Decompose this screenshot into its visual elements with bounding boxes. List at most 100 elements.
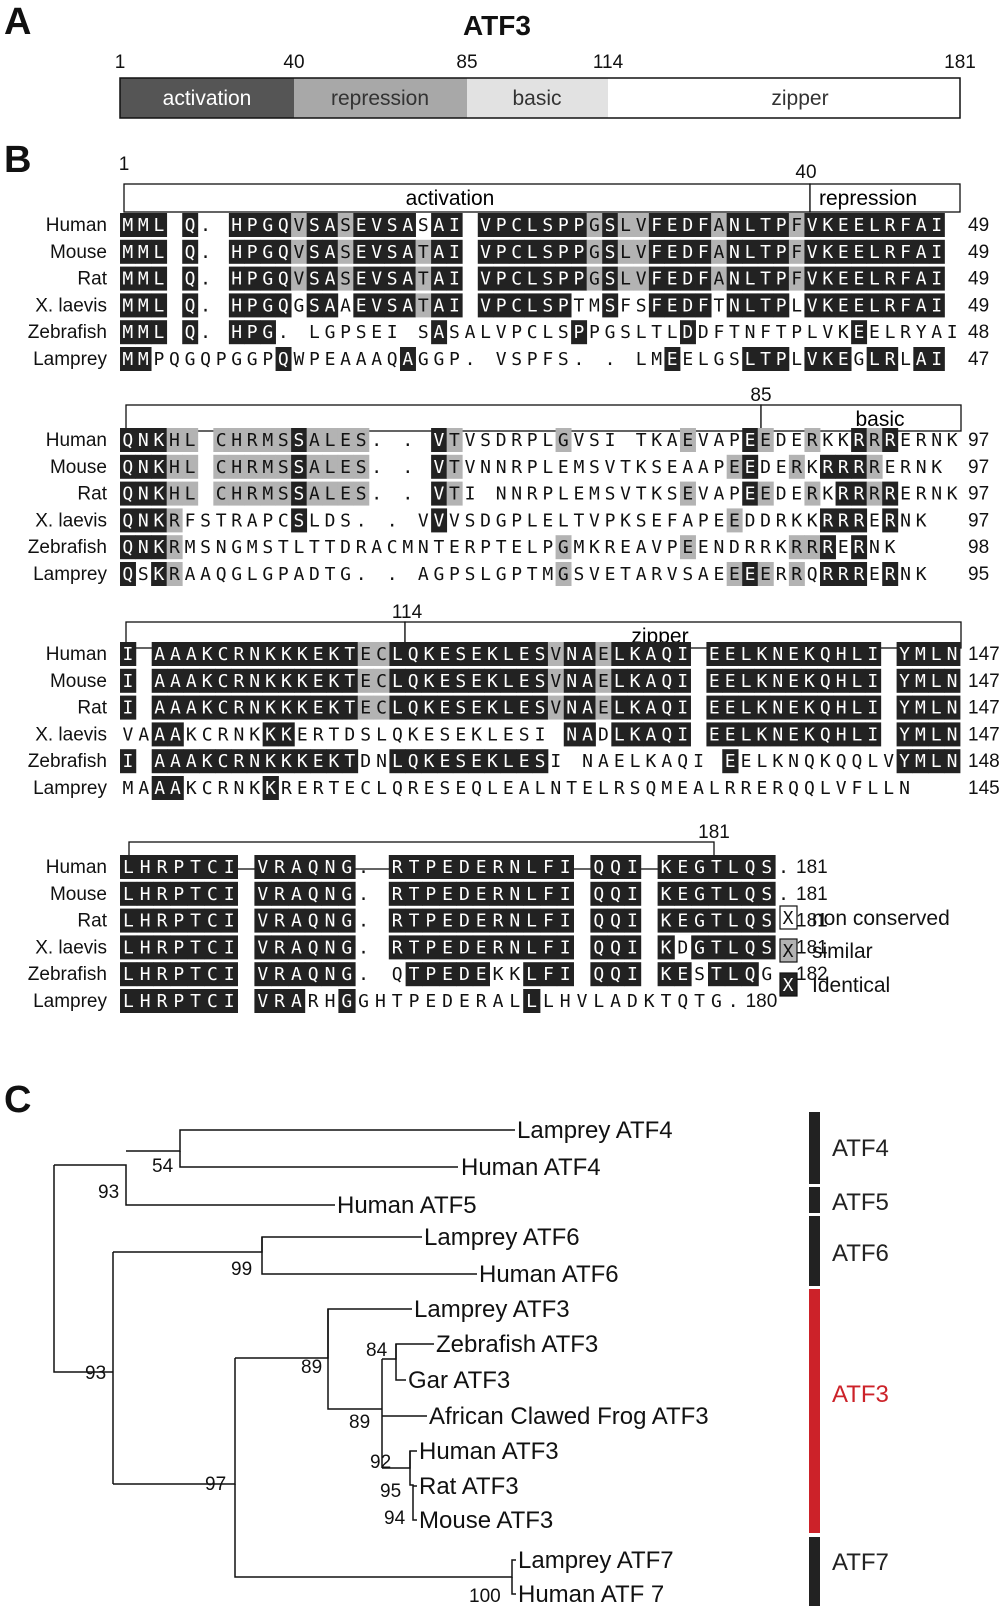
residue-cell (555, 293, 572, 318)
residue-cell (275, 239, 292, 264)
residue-letter: A (291, 884, 302, 905)
residue-cell (726, 454, 743, 479)
residue-letter: R (822, 537, 833, 558)
residue-letter: P (216, 349, 227, 370)
residue-cell (135, 266, 152, 291)
residue-letter: L (931, 671, 942, 692)
residue-letter: V (807, 295, 818, 316)
residue-letter: G (341, 857, 352, 878)
residue-cell (228, 428, 245, 452)
residue-letter: T (713, 295, 724, 316)
residue-letter: L (620, 269, 631, 290)
residue-letter: G (496, 564, 507, 585)
residue-end-number: 147 (968, 724, 1000, 745)
residue-letter: Q (278, 215, 289, 236)
residue-cell (275, 454, 292, 479)
residue-letter: S (200, 537, 211, 558)
residue-cell (555, 428, 572, 452)
residue-letter: A (610, 991, 621, 1012)
residue-letter: R (869, 484, 880, 505)
residue-letter: D (598, 724, 609, 745)
residue-cell (928, 668, 945, 693)
residue-letter: L (741, 698, 752, 719)
residue-cell (627, 668, 644, 693)
residue-letter: C (511, 269, 522, 290)
repression-bar-label: repression (819, 187, 917, 210)
legend-label-non-conserved: non conserved (812, 907, 950, 930)
residue-letter: E (313, 671, 324, 692)
residue-letter: E (760, 430, 771, 451)
residue-cell (120, 481, 136, 506)
residue-letter: E (360, 698, 371, 719)
residue-cell (373, 668, 390, 693)
residue-letter: K (822, 269, 833, 290)
residue-letter: S (309, 269, 320, 290)
residue-cell (912, 749, 929, 774)
residue-letter: S (465, 564, 476, 585)
residue-cell (439, 881, 457, 906)
residue-letter: G (558, 537, 569, 558)
residue-cell (912, 642, 929, 666)
residue-cell (304, 881, 322, 906)
residue-letter: . (358, 964, 369, 985)
leaf-human-atf7: Human ATF 7 (518, 1581, 664, 1608)
residue-letter: T (409, 964, 420, 985)
residue-letter: L (185, 457, 196, 478)
residue-letter: I (449, 295, 460, 316)
residue-cell (260, 213, 276, 237)
residue-cell (321, 962, 339, 987)
residue-letter: C (202, 724, 213, 745)
residue-letter: N (325, 857, 336, 878)
residue-letter: K (646, 751, 657, 772)
residue-letter: K (661, 857, 672, 878)
residue-letter: L (869, 349, 880, 370)
residue-letter: I (449, 215, 460, 236)
residue-letter: N (899, 778, 910, 799)
residue-cell (706, 695, 723, 720)
residue-letter: N (566, 698, 577, 719)
residue-letter: N (325, 964, 336, 985)
residue-letter: A (340, 295, 351, 316)
clade-bar-atf3 (809, 1289, 820, 1533)
residue-letter: F (543, 911, 554, 932)
tree-branch-human-atf6 (261, 1237, 477, 1275)
residue-letter: E (519, 751, 530, 772)
residue-letter: L (558, 510, 569, 531)
residue-cell (773, 293, 790, 318)
residue-letter: I (867, 724, 878, 745)
residue-cell (166, 481, 183, 506)
residue-letter: H (140, 884, 151, 905)
residue-end-number: 49 (968, 215, 989, 236)
residue-letter: V (371, 215, 382, 236)
residue-letter: R (157, 937, 168, 958)
residue-letter: L (503, 644, 514, 665)
residue-cell (643, 642, 660, 666)
residue-letter: S (761, 884, 772, 905)
bootstrap-atf6-pair: 99 (231, 1259, 252, 1280)
residue-letter: H (169, 484, 180, 505)
residue-letter: N (249, 698, 260, 719)
residue-letter: G (418, 349, 429, 370)
residue-letter: V (636, 215, 647, 236)
residue-letter: R (838, 457, 849, 478)
residue-letter: T (344, 671, 355, 692)
residue-cell (468, 749, 485, 774)
residue-letter: L (527, 510, 538, 531)
residue-cell (400, 266, 416, 291)
residue-cell (431, 293, 448, 318)
residue-letter: Q (408, 644, 419, 665)
residue-letter: Y (899, 724, 910, 745)
residue-letter: N (772, 698, 783, 719)
residue-letter: I (560, 911, 571, 932)
residue-cell (602, 293, 619, 318)
residue-cell (757, 347, 774, 371)
residue-letter: L (309, 510, 320, 531)
residue-letter: E (356, 295, 367, 316)
residue-letter: T (566, 778, 577, 799)
residue-cell (769, 722, 787, 747)
residue-letter: R (527, 484, 538, 505)
clade-bar-atf7 (809, 1537, 820, 1606)
block-1-tick-1: 1 (119, 154, 130, 175)
residue-letter: N (325, 937, 336, 958)
residue-letter: L (527, 215, 538, 236)
